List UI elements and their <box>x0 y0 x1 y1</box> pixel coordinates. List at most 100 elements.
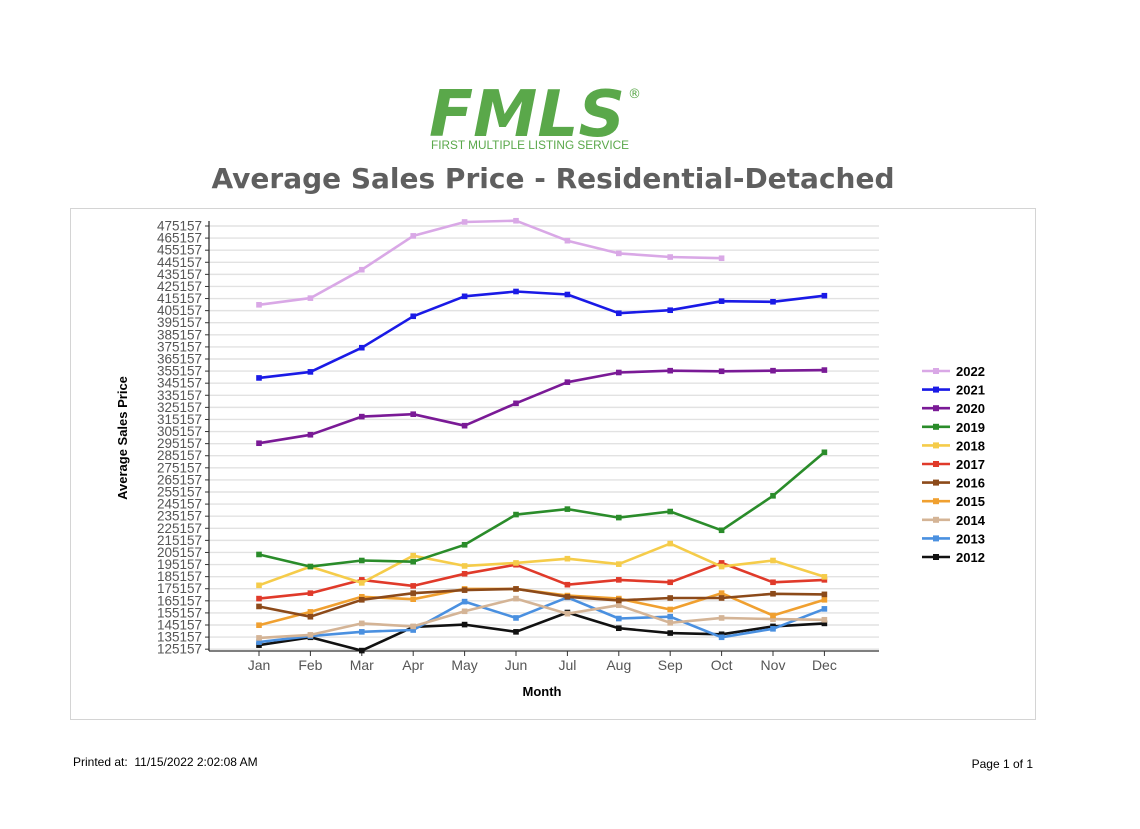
data-point-2012 <box>513 629 519 635</box>
data-point-2017 <box>410 583 416 589</box>
series-line-2018 <box>258 542 825 587</box>
data-point-2019 <box>513 511 519 518</box>
y-tick-label: 405157 <box>157 303 202 318</box>
axes: 1251571351571451571551571651571751571851… <box>157 219 879 673</box>
y-tick-label: 125157 <box>157 642 202 657</box>
data-point-2015 <box>410 596 416 602</box>
y-tick-label: 275157 <box>157 460 202 475</box>
data-point-2012 <box>616 625 622 632</box>
legend-swatch-marker <box>933 554 939 560</box>
data-point-2017 <box>718 560 725 566</box>
data-point-2021 <box>461 293 468 300</box>
data-point-2019 <box>359 557 365 564</box>
data-point-2018 <box>564 555 571 562</box>
y-tick-label: 315157 <box>157 412 202 427</box>
data-point-2022 <box>410 233 416 239</box>
y-tick-label: 445157 <box>157 255 202 270</box>
y-tick-label: 345157 <box>157 376 202 391</box>
line-chart: 1251571351571451571551571651571751571851… <box>115 217 986 699</box>
data-point-2016 <box>770 590 776 597</box>
data-point-2017 <box>667 579 673 586</box>
data-point-2018 <box>770 557 776 564</box>
series-line-2012 <box>258 611 825 652</box>
series-line-2020 <box>258 368 825 445</box>
legend-swatch-marker <box>933 479 939 486</box>
data-point-2014 <box>616 602 622 609</box>
y-tick-label: 155157 <box>157 605 202 620</box>
data-point-2013 <box>359 629 365 635</box>
series-2020 <box>256 367 828 447</box>
data-point-2015 <box>359 593 365 600</box>
data-point-2020 <box>770 367 776 374</box>
legend-swatch-marker <box>933 368 939 374</box>
data-point-2012 <box>256 642 262 648</box>
data-point-2020 <box>564 379 571 385</box>
data-point-2022 <box>256 301 262 308</box>
x-tick-label: Dec <box>812 657 837 673</box>
data-point-2016 <box>359 597 365 603</box>
data-point-2018 <box>821 574 828 580</box>
x-tick-label: Jul <box>558 657 576 673</box>
y-tick-label: 425157 <box>157 279 202 294</box>
y-tick-label: 305157 <box>157 424 202 439</box>
legend-item-2016: 2016 <box>922 476 985 491</box>
y-tick-label: 355157 <box>157 364 202 379</box>
data-point-2013 <box>256 639 262 645</box>
legend-label: 2013 <box>956 531 985 546</box>
data-point-2022 <box>616 250 622 257</box>
x-tick-label: Jun <box>505 657 528 673</box>
data-point-2014 <box>770 616 776 622</box>
data-point-2016 <box>410 590 416 596</box>
y-tick-label: 325157 <box>157 400 202 415</box>
data-point-2020 <box>410 411 416 418</box>
data-point-2015 <box>718 590 725 596</box>
legend-label: 2015 <box>956 494 985 509</box>
series-2022 <box>256 217 725 308</box>
legend-item-2012: 2012 <box>922 550 985 565</box>
legend-swatch-marker <box>933 535 939 542</box>
legend-item-2015: 2015 <box>922 494 985 509</box>
y-tick-label: 455157 <box>157 243 202 258</box>
y-tick-label: 365157 <box>157 352 202 367</box>
series-line-2013 <box>258 596 825 644</box>
data-point-2021 <box>616 310 622 317</box>
series-line-2016 <box>258 587 825 619</box>
series-2014 <box>256 595 828 641</box>
x-axis-title: Month <box>523 684 562 699</box>
legend-swatch-marker <box>933 423 939 430</box>
data-point-2013 <box>513 615 519 621</box>
y-tick-label: 195157 <box>157 557 202 572</box>
y-tick-label: 465157 <box>157 231 202 246</box>
data-point-2013 <box>821 606 828 612</box>
data-point-2014 <box>718 615 725 621</box>
data-point-2021 <box>513 288 519 295</box>
data-point-2018 <box>513 560 519 566</box>
legend-swatch-marker <box>933 442 939 449</box>
series-2019 <box>256 449 828 570</box>
series-line-2021 <box>258 290 825 380</box>
svg-text:FMLS: FMLS <box>429 80 625 152</box>
y-tick-label: 385157 <box>157 327 202 342</box>
data-point-2015 <box>770 612 776 619</box>
data-point-2014 <box>307 632 314 638</box>
data-point-2022 <box>307 295 314 301</box>
series-line-2022 <box>258 219 722 307</box>
data-point-2017 <box>461 571 468 577</box>
data-point-2016 <box>256 603 262 610</box>
legend-item-2017: 2017 <box>922 457 985 472</box>
page-title: Average Sales Price - Residential-Detach… <box>211 162 895 195</box>
data-point-2022 <box>667 254 673 260</box>
data-point-2021 <box>770 298 776 305</box>
data-point-2015 <box>256 622 262 628</box>
data-point-2020 <box>616 369 622 376</box>
data-point-2017 <box>307 590 314 596</box>
data-point-2021 <box>667 307 673 314</box>
data-point-2017 <box>770 579 776 586</box>
data-point-2020 <box>359 413 365 420</box>
data-point-2022 <box>513 217 519 224</box>
data-point-2016 <box>616 597 622 604</box>
x-tick-label: Mar <box>350 657 374 673</box>
data-point-2021 <box>256 375 262 381</box>
printed-at-label: Printed at: <box>73 755 128 769</box>
data-point-2021 <box>821 292 828 299</box>
